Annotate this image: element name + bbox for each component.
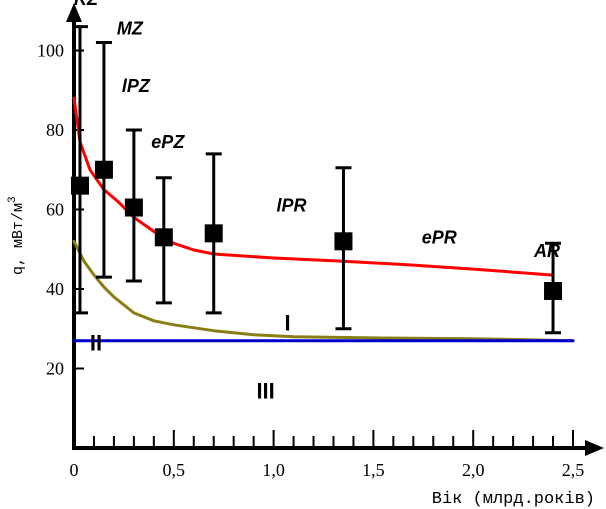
region-label: ePZ: [151, 132, 185, 152]
curve-red: [72, 96, 555, 277]
y-axis-ticks: 20 40 60 80 100: [37, 41, 84, 379]
y-tick-label: 60: [46, 200, 64, 220]
region-label: MZ: [117, 19, 144, 39]
y-tick-label: 40: [46, 279, 64, 299]
region-label: AR: [533, 241, 560, 261]
x-tick-label: 2,5: [562, 460, 585, 480]
region-label: III: [256, 378, 274, 403]
x-tick-label: 2,0: [462, 460, 485, 480]
y-axis-label-superscript: 3: [7, 196, 19, 203]
y-tick-label: 20: [46, 359, 64, 379]
curves: [72, 96, 575, 343]
x-tick-label: 1,5: [362, 460, 385, 480]
x-axis-arrow: [585, 440, 604, 456]
data-point-marker: [70, 176, 89, 195]
annotations: KZMZlPZePZlPRePRARIIIIII: [74, 0, 560, 403]
y-tick-label: 100: [37, 41, 64, 61]
data-point-marker: [154, 228, 173, 247]
data-point-marker: [94, 160, 113, 179]
data-point-marker: [334, 232, 353, 251]
x-tick-label: 0,5: [163, 460, 186, 480]
y-axis-label: q, мВт/м3: [7, 196, 27, 275]
region-label: I: [285, 311, 291, 336]
curve-olive: [72, 239, 575, 343]
region-label: KZ: [74, 0, 99, 9]
x-axis-label: Вік (млрд.років): [432, 490, 595, 509]
region-label: lPZ: [122, 76, 151, 96]
region-label: lPR: [277, 195, 307, 215]
y-axis-arrow: [66, 3, 82, 22]
y-axis-label-text: q, мВт/м: [10, 203, 27, 275]
region-label: ePR: [422, 227, 457, 247]
data-point-marker: [124, 198, 143, 217]
axes: [66, 3, 604, 456]
x-tick-label: 1,0: [262, 460, 285, 480]
x-tick-label: 0: [70, 460, 79, 480]
data-point-marker: [544, 281, 563, 300]
region-label: II: [90, 331, 102, 356]
data-point-marker: [204, 224, 223, 243]
x-axis-ticks: 0 0,5 1,0 1,5 2,0 2,5: [70, 430, 585, 480]
data-points: [70, 25, 563, 335]
y-tick-label: 80: [46, 120, 64, 140]
